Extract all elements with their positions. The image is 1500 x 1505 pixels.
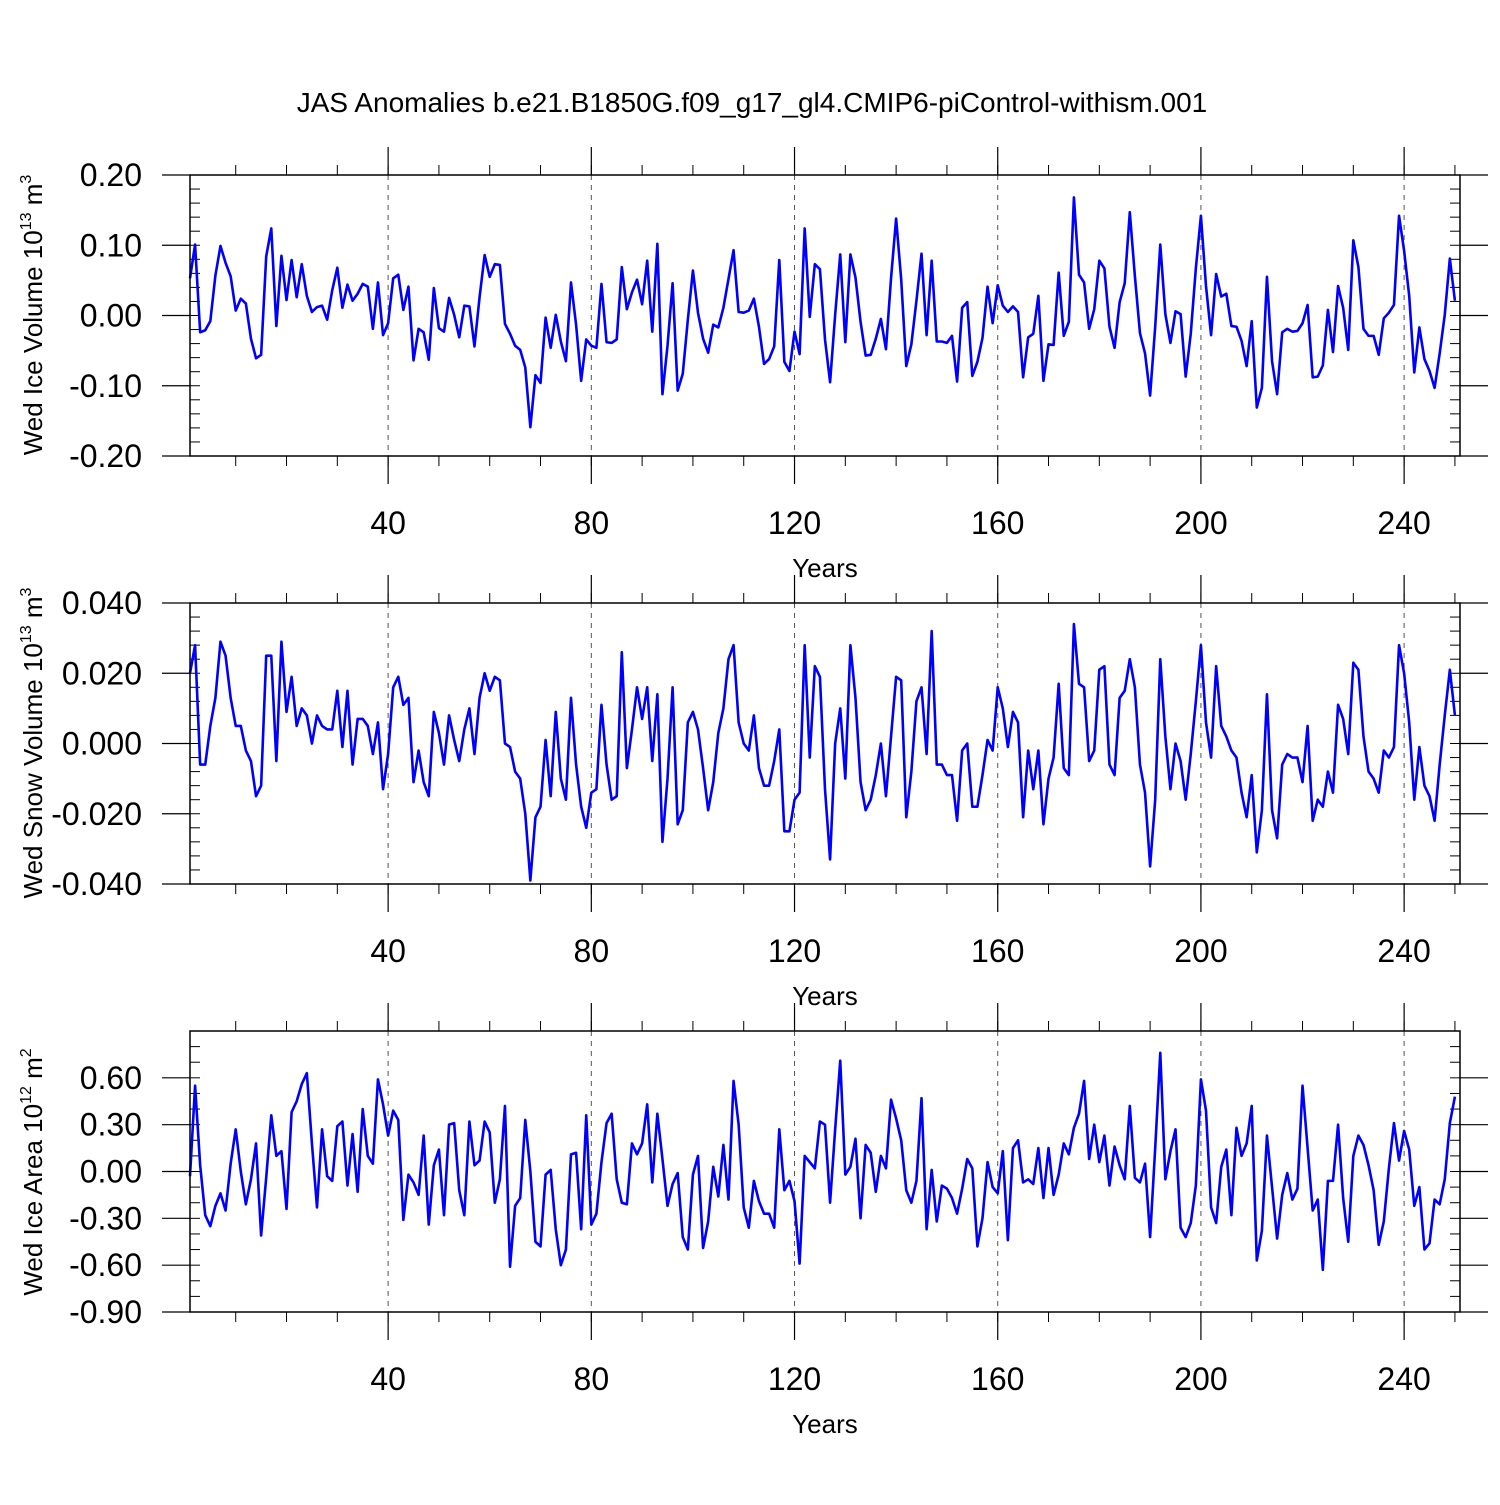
x-tick-label: 200 <box>1174 933 1227 969</box>
y-tick-label: 0.040 <box>62 585 142 621</box>
x-tick-label: 200 <box>1174 1361 1227 1397</box>
y-tick-label: -0.040 <box>51 866 142 902</box>
y-axis-label-unit: m <box>18 1057 48 1086</box>
y-tick-label: -0.020 <box>51 796 142 832</box>
y-axis-label: Wed Ice Area 1012 m2 <box>18 1048 48 1295</box>
y-axis-label-unit: m <box>18 184 48 213</box>
y-tick-label: 0.020 <box>62 655 142 691</box>
series-line-snow-volume <box>188 622 1457 882</box>
x-tick-label: 240 <box>1377 933 1430 969</box>
x-tick-label: 160 <box>971 933 1024 969</box>
x-tick-label: 160 <box>971 1361 1024 1397</box>
plot-frame <box>189 174 1461 457</box>
y-tick-label: 0.000 <box>62 726 142 762</box>
y-tick-label: -0.10 <box>69 368 142 404</box>
x-tick-label: 120 <box>768 505 821 541</box>
figure-title: JAS Anomalies b.e21.B1850G.f09_g17_gl4.C… <box>297 87 1208 118</box>
x-tick-label: 160 <box>971 505 1024 541</box>
y-axis-label-text: Wed Ice Area 10 <box>18 1104 48 1296</box>
series-line-ice-volume <box>188 196 1457 429</box>
x-axis-label: Years <box>792 981 858 1011</box>
x-tick-label: 40 <box>370 1361 406 1397</box>
x-tick-label: 240 <box>1377 505 1430 541</box>
panel-ice-area: -0.90 -0.60 -0.30 0.00 0.30 0.60 40 80 120 160 200… <box>18 1003 1488 1439</box>
x-tick-label: 120 <box>768 1361 821 1397</box>
y-tick-label: -0.30 <box>69 1200 142 1236</box>
y-axis-label-unit: m <box>18 596 48 625</box>
y-axis-label-text: Wed Ice Volume 10 <box>18 230 48 455</box>
y-axis-label: Wed Snow Volume 1013 m3 <box>18 587 48 898</box>
x-tick-label: 80 <box>574 1361 610 1397</box>
y-axis-label-exponent: 12 <box>18 1086 35 1104</box>
y-tick-label: 0.60 <box>80 1060 142 1096</box>
y-axis-label: Wed Ice Volume 1013 m3 <box>18 175 48 456</box>
y-tick-label: -0.60 <box>69 1247 142 1283</box>
x-tick-label: 240 <box>1377 1361 1430 1397</box>
y-tick-label: -0.90 <box>69 1294 142 1330</box>
x-axis-label: Years <box>792 553 858 583</box>
y-tick-label: 0.30 <box>80 1107 142 1143</box>
x-tick-label: 40 <box>370 505 406 541</box>
x-tick-label: 200 <box>1174 505 1227 541</box>
y-axis-label-unit-exponent: 2 <box>18 1048 35 1057</box>
panel-snow-volume: -0.040 -0.020 0.000 0.020 0.040 40 80 120 160 200… <box>18 575 1488 1011</box>
x-tick-label: 120 <box>768 933 821 969</box>
plot-frame <box>189 1030 1461 1313</box>
y-axis-label-exponent: 13 <box>18 625 35 643</box>
x-tick-label: 80 <box>574 505 610 541</box>
y-tick-label: -0.20 <box>69 438 142 474</box>
y-axis-label-unit-exponent: 3 <box>18 175 35 184</box>
plot-frame <box>189 602 1461 885</box>
y-tick-label: 0.00 <box>80 1154 142 1190</box>
y-tick-label: 0.00 <box>80 298 142 334</box>
x-tick-label: 80 <box>574 933 610 969</box>
x-tick-label: 40 <box>370 933 406 969</box>
y-axis-label-unit-exponent: 3 <box>18 587 35 596</box>
x-axis-label: Years <box>792 1409 858 1439</box>
panel-ice-volume: -0.20 -0.10 0.00 0.10 0.20 40 80 120 160 200 240 Ye… <box>18 147 1488 583</box>
series-line-ice-area <box>188 1051 1457 1272</box>
y-axis-label-exponent: 13 <box>18 212 35 230</box>
y-tick-label: 0.10 <box>80 227 142 263</box>
y-tick-label: 0.20 <box>80 157 142 193</box>
y-axis-label-text: Wed Snow Volume 10 <box>18 643 48 898</box>
